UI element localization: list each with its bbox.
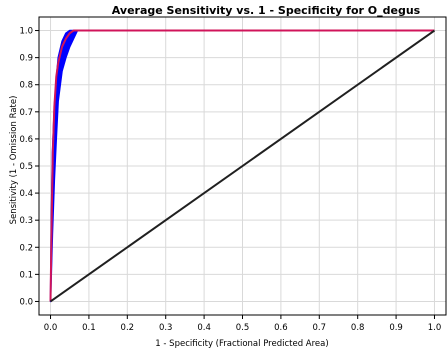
- y-tick-label: 0.7: [19, 108, 33, 118]
- chart-title: Average Sensitivity vs. 1 - Specificity …: [112, 4, 421, 17]
- y-tick-label: 0.3: [19, 216, 33, 226]
- x-tick-label: 0.6: [274, 323, 288, 333]
- y-tick-label: 0.9: [19, 54, 33, 64]
- y-tick-label: 0.2: [19, 243, 33, 253]
- x-axis-label: 1 - Specificity (Fractional Predicted Ar…: [155, 339, 328, 349]
- x-tick-label: 1.0: [428, 323, 442, 333]
- y-tick-label: 0.8: [19, 81, 33, 91]
- y-tick-label: 0.4: [19, 189, 33, 199]
- x-tick-label: 0.1: [82, 323, 96, 333]
- x-tick-label: 0.2: [121, 323, 135, 333]
- x-tick-label: 0.5: [236, 323, 250, 333]
- y-tick-label: 0.5: [19, 162, 33, 172]
- x-tick-label: 0.9: [389, 323, 403, 333]
- y-tick-label: 0.6: [19, 135, 33, 145]
- x-tick-label: 0.4: [197, 323, 211, 333]
- y-tick-label: 0.0: [19, 297, 33, 307]
- y-tick-label: 1.0: [19, 27, 33, 37]
- x-tick-label: 0.3: [159, 323, 173, 333]
- x-tick-label: 0.7: [313, 323, 327, 333]
- x-tick-label: 0.8: [351, 323, 365, 333]
- x-tick-label: 0.0: [44, 323, 58, 333]
- y-axis-label: Sensitivity (1 - Omission Rate): [9, 96, 19, 225]
- y-tick-label: 0.1: [19, 270, 33, 280]
